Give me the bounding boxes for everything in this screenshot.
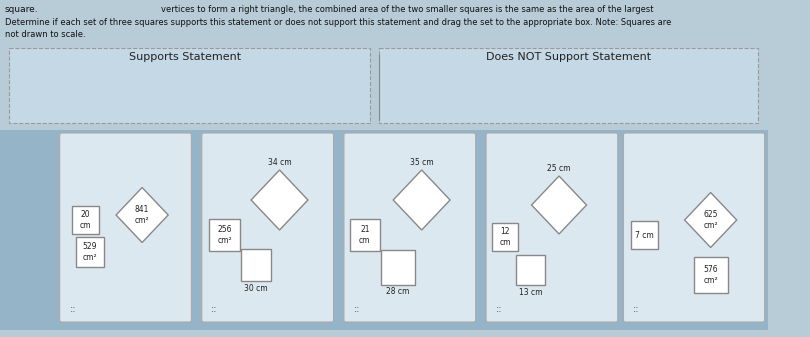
Text: 13 cm: 13 cm — [519, 288, 543, 297]
Text: 30 cm: 30 cm — [244, 284, 267, 293]
Bar — [72, 206, 99, 234]
Text: 841
cm²: 841 cm² — [134, 205, 149, 225]
Text: 28 cm: 28 cm — [386, 287, 410, 297]
Bar — [10, 48, 369, 123]
FancyBboxPatch shape — [344, 133, 475, 322]
Bar — [379, 48, 758, 123]
Text: 7 cm: 7 cm — [635, 231, 654, 240]
Polygon shape — [251, 170, 308, 230]
Bar — [492, 223, 518, 251]
Text: 529
cm²: 529 cm² — [83, 242, 97, 262]
Text: 21
cm: 21 cm — [359, 225, 370, 245]
Text: Determine if each set of three squares supports this statement or does not suppo: Determine if each set of three squares s… — [5, 18, 671, 27]
Text: ::: :: — [211, 304, 218, 314]
FancyBboxPatch shape — [60, 133, 191, 322]
Text: vertices to form a right triangle, the combined area of the two smaller squares : vertices to form a right triangle, the c… — [161, 5, 654, 14]
FancyBboxPatch shape — [486, 133, 618, 322]
Text: ::: :: — [353, 304, 360, 314]
Text: 256
cm²: 256 cm² — [217, 225, 232, 245]
Text: not drawn to scale.: not drawn to scale. — [5, 30, 85, 39]
Text: 35 cm: 35 cm — [410, 158, 433, 167]
Polygon shape — [531, 176, 586, 234]
Bar — [0, 130, 768, 330]
Bar — [76, 237, 104, 267]
Polygon shape — [393, 170, 450, 230]
Text: ::: :: — [496, 304, 502, 314]
Text: Supports Statement: Supports Statement — [129, 52, 241, 62]
Bar — [382, 249, 415, 284]
Text: square.: square. — [5, 5, 38, 14]
Bar — [210, 219, 240, 251]
Polygon shape — [116, 187, 168, 243]
Bar — [350, 219, 380, 251]
Text: 25 cm: 25 cm — [548, 164, 571, 173]
Bar — [693, 257, 727, 293]
Text: 12
cm: 12 cm — [499, 227, 511, 247]
Text: ::: :: — [633, 304, 639, 314]
FancyBboxPatch shape — [624, 133, 765, 322]
Polygon shape — [684, 192, 737, 247]
Text: Does NOT Support Statement: Does NOT Support Statement — [486, 52, 651, 62]
Bar — [241, 249, 271, 281]
Text: 576
cm²: 576 cm² — [703, 265, 718, 285]
Bar — [631, 221, 658, 249]
Text: ::: :: — [70, 304, 77, 314]
Text: 34 cm: 34 cm — [268, 158, 292, 167]
Bar — [517, 255, 545, 285]
FancyBboxPatch shape — [202, 133, 334, 322]
Text: 625
cm²: 625 cm² — [703, 210, 718, 230]
Text: 20
cm: 20 cm — [79, 210, 91, 230]
